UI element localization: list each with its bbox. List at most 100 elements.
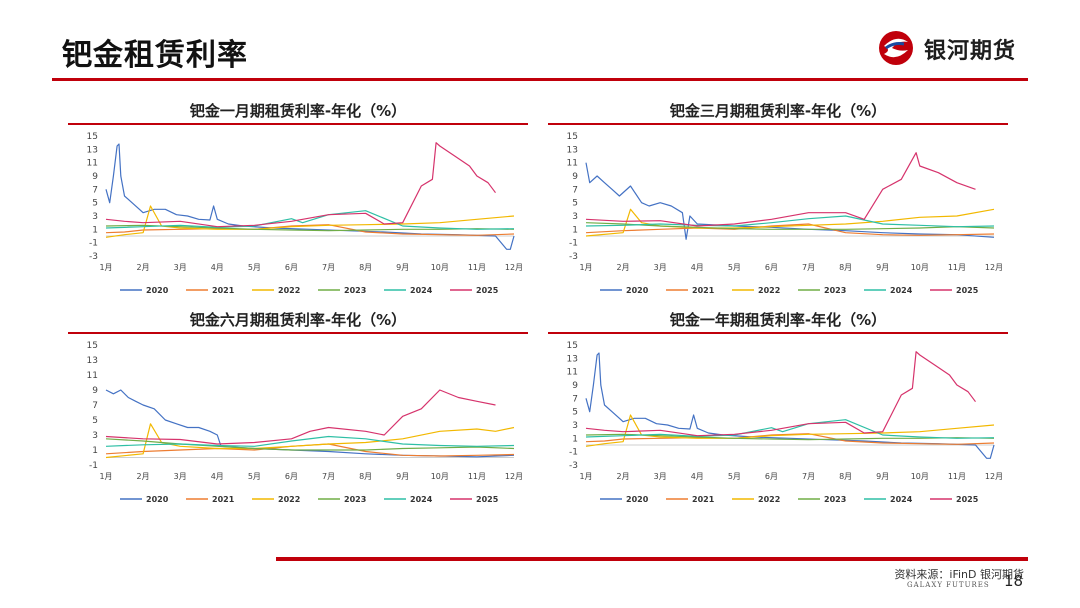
x-tick-label: 6月: [285, 472, 298, 481]
x-tick-label: 8月: [359, 472, 372, 481]
series-line-2022: [585, 208, 995, 237]
series-line-2023: [105, 224, 515, 232]
legend-label-2020: 2020: [146, 286, 169, 295]
series-line-2024: [585, 419, 995, 439]
y-tick-label: -1: [89, 461, 98, 471]
y-tick-label: 5: [572, 408, 578, 418]
x-tick-label: 12月: [505, 472, 523, 481]
x-tick-label: 4月: [691, 263, 704, 272]
x-tick-label: 11月: [948, 472, 966, 481]
y-tick-label: 9: [92, 172, 98, 182]
y-tick-label: 1: [572, 225, 578, 235]
series-line-2025: [105, 142, 496, 228]
x-tick-label: 12月: [985, 472, 1003, 481]
x-tick-label: 2月: [617, 472, 630, 481]
y-tick-label: 13: [567, 145, 578, 155]
x-tick-label: 10月: [431, 472, 449, 481]
y-tick-label: 1: [92, 446, 98, 456]
x-tick-label: 10月: [911, 263, 929, 272]
legend-label-2023: 2023: [824, 286, 846, 295]
series-line-2023: [585, 222, 995, 230]
chart-1y: 15 13 11 9 7 5 3 1 -1 -31月 2月 3月 4月 5月 6月 7月 8月 9月 10月 11月 1…: [567, 341, 1004, 504]
x-tick-label: 10月: [911, 472, 929, 481]
y-tick-label: 3: [92, 431, 98, 441]
footer-divider: [276, 557, 1028, 561]
legend-label-2023: 2023: [344, 495, 366, 504]
galaxy-english-name: GALAXY FUTURES: [907, 581, 990, 589]
chart-panel-1m: 钯金一月期租赁利率-年化（%） 15 13 11 9 7 5 3 1 -1 -3 1月 2月 3月 4月 5…: [68, 100, 528, 320]
y-tick-label: 5: [92, 199, 98, 209]
legend-label-2024: 2024: [890, 286, 913, 295]
x-tick-label: 11月: [948, 263, 966, 272]
x-tick-label: 6月: [285, 263, 298, 272]
series-line-2020: [585, 162, 995, 240]
title-divider: [52, 78, 1028, 81]
x-tick-label: 7月: [322, 472, 335, 481]
legend-label-2022: 2022: [278, 286, 300, 295]
series-line-2021: [585, 433, 995, 445]
x-tick-label: 2月: [137, 263, 150, 272]
x-tick-label: 11月: [468, 472, 486, 481]
x-tick-label: 12月: [505, 263, 523, 272]
y-tick-label: 5: [92, 416, 98, 426]
legend-label-2024: 2024: [410, 286, 433, 295]
y-tick-label: 3: [572, 212, 578, 222]
legend-label-2021: 2021: [692, 286, 715, 295]
x-tick-label: 2月: [617, 263, 630, 272]
x-tick-label: 8月: [839, 472, 852, 481]
chart-title: 钯金三月期租赁利率-年化（%）: [669, 102, 887, 120]
chart-panel-1y: 钯金一年期租赁利率-年化（%） 15 13 11 9 7 5 3 1 -1 -3 1月 2月 3月 4月 5…: [548, 309, 1008, 529]
x-tick-label: 1月: [579, 263, 592, 272]
y-tick-label: 15: [87, 341, 98, 351]
logo-text: 银河期货: [924, 39, 1017, 64]
legend-label-2020: 2020: [146, 495, 169, 504]
y-tick-label: 7: [572, 394, 578, 404]
y-tick-label: 11: [87, 371, 98, 381]
x-tick-label: 4月: [691, 472, 704, 481]
legend-label-2020: 2020: [626, 286, 649, 295]
chart-panel-3m: 钯金三月期租赁利率-年化（%） 15 13 11 9 7 5 3 1 -1 -3 1月 2月 3月 4月 5…: [548, 100, 1008, 320]
x-tick-label: 9月: [876, 263, 889, 272]
x-tick-label: 9月: [396, 263, 409, 272]
legend-label-2025: 2025: [476, 286, 499, 295]
series-line-2020: [105, 143, 515, 250]
series-line-2021: [105, 224, 515, 236]
series-line-2024: [585, 215, 995, 228]
y-tick-label: 11: [87, 159, 98, 169]
chart-title: 钯金一年期租赁利率-年化（%）: [669, 311, 887, 329]
x-tick-label: 3月: [654, 263, 667, 272]
galaxy-logo-icon: [879, 31, 913, 65]
series-line-2020: [585, 352, 995, 459]
x-tick-label: 5月: [248, 472, 261, 481]
y-tick-label: 7: [572, 185, 578, 195]
x-tick-label: 12月: [985, 263, 1003, 272]
series-line-2021: [585, 223, 995, 236]
x-tick-label: 4月: [211, 263, 224, 272]
x-tick-label: 1月: [99, 263, 112, 272]
x-tick-label: 6月: [765, 472, 778, 481]
page-title: 钯金租赁利率: [62, 38, 248, 73]
y-tick-label: 9: [92, 386, 98, 396]
y-tick-label: 9: [572, 381, 578, 391]
x-tick-label: 9月: [396, 472, 409, 481]
legend-label-2023: 2023: [824, 495, 846, 504]
x-tick-label: 5月: [248, 263, 261, 272]
series-line-2024: [105, 435, 515, 447]
x-tick-label: 3月: [654, 472, 667, 481]
x-tick-label: 7月: [322, 263, 335, 272]
x-tick-label: 3月: [174, 472, 187, 481]
chart-title-divider: [68, 332, 528, 334]
legend-label-2025: 2025: [476, 495, 499, 504]
y-tick-label: -3: [569, 461, 578, 471]
y-tick-label: 3: [92, 212, 98, 222]
x-tick-label: 8月: [839, 263, 852, 272]
series-line-2020: [105, 389, 515, 458]
y-tick-label: 13: [87, 356, 98, 366]
legend-label-2024: 2024: [890, 495, 913, 504]
y-tick-label: 11: [567, 159, 578, 169]
legend-label-2022: 2022: [758, 495, 780, 504]
x-tick-label: 7月: [802, 263, 815, 272]
legend-label-2022: 2022: [758, 286, 780, 295]
x-tick-label: 8月: [359, 263, 372, 272]
x-tick-label: 1月: [579, 472, 592, 481]
